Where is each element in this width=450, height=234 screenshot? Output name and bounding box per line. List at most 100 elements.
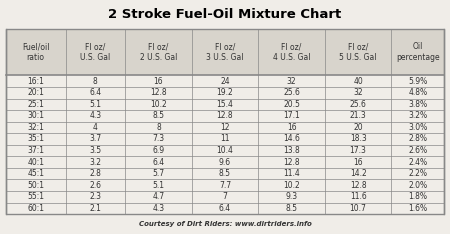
Text: Fl oz/
3 U.S. Gal: Fl oz/ 3 U.S. Gal: [206, 42, 244, 62]
FancyBboxPatch shape: [6, 133, 66, 145]
Text: 12.8: 12.8: [150, 88, 167, 97]
Text: Oil
percentage: Oil percentage: [396, 42, 440, 62]
FancyBboxPatch shape: [192, 29, 258, 75]
FancyBboxPatch shape: [6, 29, 66, 75]
Text: 9.6: 9.6: [219, 157, 231, 167]
Text: 2.2%: 2.2%: [408, 169, 427, 178]
FancyBboxPatch shape: [192, 156, 258, 168]
Text: 20:1: 20:1: [27, 88, 44, 97]
FancyBboxPatch shape: [392, 110, 444, 122]
Text: 3.8%: 3.8%: [408, 100, 428, 109]
FancyBboxPatch shape: [125, 156, 192, 168]
FancyBboxPatch shape: [192, 145, 258, 156]
FancyBboxPatch shape: [66, 29, 125, 75]
Text: 2 Stroke Fuel-Oil Mixture Chart: 2 Stroke Fuel-Oil Mixture Chart: [108, 8, 342, 21]
FancyBboxPatch shape: [6, 156, 66, 168]
Text: 6.4: 6.4: [219, 204, 231, 213]
FancyBboxPatch shape: [258, 110, 325, 122]
Text: 6.4: 6.4: [89, 88, 101, 97]
Text: 5.1: 5.1: [90, 100, 101, 109]
Text: 8.5: 8.5: [219, 169, 231, 178]
Text: 40: 40: [353, 77, 363, 86]
Text: 12.8: 12.8: [217, 111, 233, 120]
Text: 25.6: 25.6: [283, 88, 300, 97]
Text: 8.5: 8.5: [286, 204, 297, 213]
Text: 17.3: 17.3: [350, 146, 367, 155]
Text: Fl oz/
U.S. Gal: Fl oz/ U.S. Gal: [80, 42, 111, 62]
Text: 10.2: 10.2: [283, 181, 300, 190]
Text: 3.7: 3.7: [89, 135, 101, 143]
FancyBboxPatch shape: [392, 87, 444, 99]
Text: 4.8%: 4.8%: [408, 88, 428, 97]
FancyBboxPatch shape: [192, 110, 258, 122]
Text: 32: 32: [287, 77, 297, 86]
FancyBboxPatch shape: [325, 133, 392, 145]
Text: Fl oz/
4 U.S. Gal: Fl oz/ 4 U.S. Gal: [273, 42, 310, 62]
FancyBboxPatch shape: [258, 156, 325, 168]
Text: 45:1: 45:1: [27, 169, 44, 178]
FancyBboxPatch shape: [125, 75, 192, 87]
FancyBboxPatch shape: [392, 75, 444, 87]
FancyBboxPatch shape: [192, 99, 258, 110]
Text: 2.4%: 2.4%: [408, 157, 428, 167]
Text: 60:1: 60:1: [27, 204, 44, 213]
FancyBboxPatch shape: [325, 122, 392, 133]
FancyBboxPatch shape: [192, 75, 258, 87]
Text: 8: 8: [93, 77, 98, 86]
FancyBboxPatch shape: [66, 191, 125, 203]
Text: 19.2: 19.2: [216, 88, 234, 97]
FancyBboxPatch shape: [125, 122, 192, 133]
Text: 32:1: 32:1: [27, 123, 44, 132]
Text: 25.6: 25.6: [350, 100, 367, 109]
FancyBboxPatch shape: [6, 203, 66, 214]
FancyBboxPatch shape: [325, 75, 392, 87]
Text: 15.4: 15.4: [216, 100, 234, 109]
FancyBboxPatch shape: [392, 191, 444, 203]
FancyBboxPatch shape: [192, 133, 258, 145]
Text: 20.5: 20.5: [283, 100, 300, 109]
FancyBboxPatch shape: [392, 133, 444, 145]
Text: 17.1: 17.1: [283, 111, 300, 120]
Text: 37:1: 37:1: [27, 146, 44, 155]
Text: 2.6: 2.6: [90, 181, 101, 190]
FancyBboxPatch shape: [66, 156, 125, 168]
FancyBboxPatch shape: [6, 75, 66, 87]
Text: 2.8: 2.8: [90, 169, 101, 178]
FancyBboxPatch shape: [125, 145, 192, 156]
Text: 2.6%: 2.6%: [408, 146, 428, 155]
FancyBboxPatch shape: [392, 145, 444, 156]
FancyBboxPatch shape: [66, 203, 125, 214]
Text: 12: 12: [220, 123, 230, 132]
FancyBboxPatch shape: [66, 179, 125, 191]
FancyBboxPatch shape: [392, 29, 444, 75]
FancyBboxPatch shape: [6, 168, 66, 179]
FancyBboxPatch shape: [6, 110, 66, 122]
Text: Fl oz/
5 U.S. Gal: Fl oz/ 5 U.S. Gal: [339, 42, 377, 62]
FancyBboxPatch shape: [392, 203, 444, 214]
Text: 20: 20: [353, 123, 363, 132]
Text: 13.8: 13.8: [283, 146, 300, 155]
FancyBboxPatch shape: [392, 179, 444, 191]
Text: 11.6: 11.6: [350, 192, 366, 201]
Text: 10.2: 10.2: [150, 100, 167, 109]
Text: 4.3: 4.3: [153, 204, 165, 213]
Text: 7: 7: [223, 192, 227, 201]
FancyBboxPatch shape: [125, 87, 192, 99]
FancyBboxPatch shape: [258, 87, 325, 99]
FancyBboxPatch shape: [66, 122, 125, 133]
Text: 12.8: 12.8: [350, 181, 366, 190]
Text: 24: 24: [220, 77, 230, 86]
FancyBboxPatch shape: [325, 191, 392, 203]
FancyBboxPatch shape: [6, 87, 66, 99]
FancyBboxPatch shape: [325, 203, 392, 214]
FancyBboxPatch shape: [325, 29, 392, 75]
Text: 40:1: 40:1: [27, 157, 44, 167]
FancyBboxPatch shape: [192, 122, 258, 133]
FancyBboxPatch shape: [66, 133, 125, 145]
Text: 3.0%: 3.0%: [408, 123, 428, 132]
FancyBboxPatch shape: [392, 156, 444, 168]
FancyBboxPatch shape: [325, 99, 392, 110]
FancyBboxPatch shape: [6, 122, 66, 133]
Text: 16: 16: [287, 123, 297, 132]
Text: 9.3: 9.3: [285, 192, 297, 201]
